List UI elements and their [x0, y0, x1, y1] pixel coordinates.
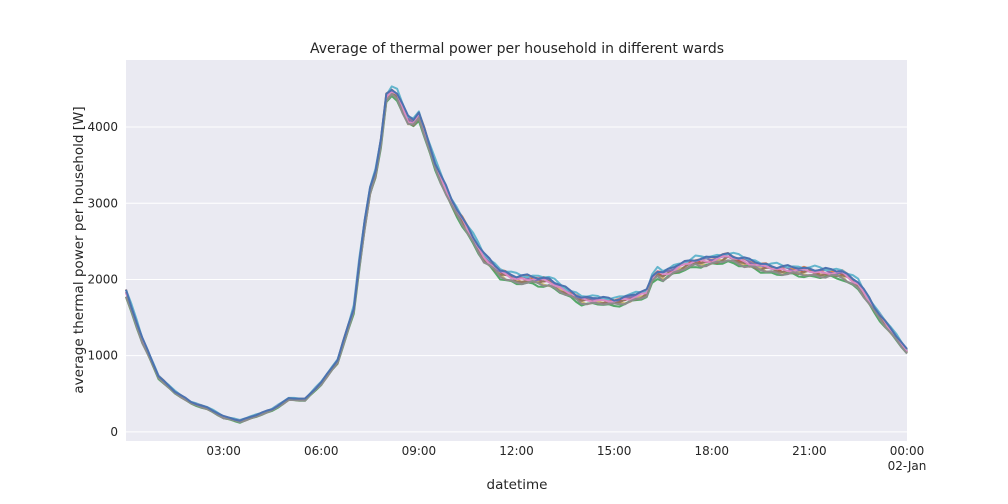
- y-tick-label: 2000: [87, 272, 118, 286]
- y-tick-label: 1000: [87, 349, 118, 363]
- x-tick-label: 18:00: [694, 444, 729, 458]
- x-tick-label: 09:00: [402, 444, 437, 458]
- x-tick-label: 21:00: [792, 444, 827, 458]
- x-tick-sublabel: 02-Jan: [888, 459, 927, 473]
- x-tick-label: 15:00: [597, 444, 632, 458]
- chart-title: Average of thermal power per household i…: [310, 41, 724, 57]
- x-tick-label: 00:00: [890, 444, 925, 458]
- plot-area: [126, 60, 907, 441]
- series-line: [125, 93, 908, 424]
- x-tick-label: 03:00: [206, 444, 241, 458]
- x-axis-label: datetime: [487, 477, 548, 493]
- y-tick-label: 0: [110, 425, 118, 439]
- y-tick-label: 3000: [87, 196, 118, 210]
- series-lines: [125, 85, 908, 424]
- y-tick-label: 4000: [87, 120, 118, 134]
- y-axis-ticks: 0 1000 2000 3000 4000: [87, 120, 118, 439]
- x-tick-label: 12:00: [499, 444, 534, 458]
- y-axis-label: average thermal power per household [W]: [71, 106, 87, 393]
- x-axis-ticks: 03:00 06:00 09:00 12:00 15:00 18:00 21:00 00:00…: [206, 444, 926, 473]
- series-line: [125, 88, 908, 422]
- x-tick-label: 06:00: [304, 444, 339, 458]
